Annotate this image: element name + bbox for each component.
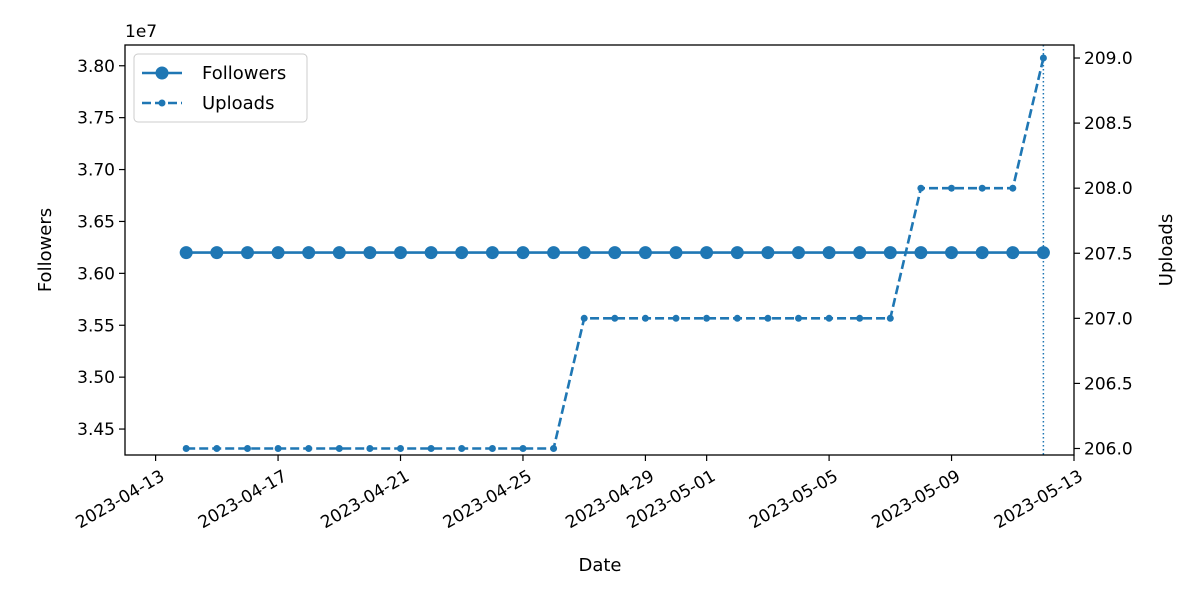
- series-uploads-point: [335, 445, 343, 452]
- series-uploads-point: [488, 445, 496, 452]
- series-uploads-point: [948, 184, 955, 192]
- series-uploads-point: [182, 445, 190, 452]
- series-uploads-point: [427, 445, 435, 452]
- series-uploads-point: [397, 445, 404, 452]
- series-uploads-point: [1039, 54, 1047, 62]
- series-followers-point: [1006, 246, 1020, 260]
- series-followers-point: [455, 246, 469, 260]
- series-uploads-line: [186, 57, 1045, 450]
- y-right-tick-label: 209.0: [1084, 49, 1133, 69]
- series-uploads-point: [366, 445, 374, 452]
- series-followers-point: [547, 246, 561, 260]
- y-right-tick-label: 207.5: [1084, 244, 1133, 264]
- series-followers-point: [975, 246, 989, 260]
- series-uploads-point: [825, 314, 833, 322]
- y-left-tick-label: 3.75: [77, 109, 115, 129]
- series-followers-point: [822, 246, 836, 260]
- y-right-tick-label: 208.5: [1084, 114, 1133, 134]
- series-uploads-point: [305, 445, 313, 452]
- series-followers-point: [792, 246, 805, 260]
- series-uploads-point: [672, 314, 680, 322]
- series-followers-point: [853, 246, 867, 260]
- series-followers-point: [945, 246, 958, 260]
- series-uploads-point: [703, 314, 711, 322]
- series-followers-point: [883, 246, 897, 260]
- series-followers-point: [241, 246, 254, 260]
- series-followers-point: [424, 246, 438, 260]
- series-followers-point: [669, 246, 683, 260]
- series-uploads-point: [764, 314, 772, 322]
- series-followers-point: [608, 246, 622, 260]
- y-left-tick-label: 3.60: [77, 264, 115, 284]
- series-followers-point: [332, 246, 346, 260]
- plot-frame: [124, 44, 1075, 456]
- series-uploads-point: [917, 184, 925, 192]
- series-uploads-point: [856, 314, 864, 322]
- series-followers-point: [485, 246, 499, 260]
- series-uploads-point: [611, 314, 619, 322]
- series-followers-point: [179, 246, 193, 260]
- y-left-tick-label: 3.50: [77, 368, 115, 388]
- y-left-tick-label: 3.65: [77, 212, 115, 232]
- series-uploads-point: [1009, 184, 1017, 192]
- series-followers-point: [271, 246, 285, 260]
- series-uploads-point: [550, 445, 558, 452]
- series-uploads-point: [519, 445, 527, 452]
- series-followers-point: [394, 246, 407, 260]
- x-axis-label: Date: [578, 555, 621, 576]
- legend-followers-label: Followers: [202, 63, 286, 84]
- y-right-axis-label: Uploads: [1156, 214, 1177, 286]
- series-uploads-point: [795, 314, 802, 322]
- series-uploads-point: [978, 184, 986, 192]
- series-uploads-point: [580, 314, 588, 322]
- series-followers-point: [516, 246, 530, 260]
- y-right-tick-label: 207.0: [1084, 309, 1133, 329]
- series-followers-point: [210, 246, 224, 260]
- legend-uploads-label: Uploads: [202, 93, 274, 114]
- y-left-offset-label: 1e7: [125, 22, 157, 42]
- series-uploads-point: [213, 445, 221, 452]
- series-uploads-point: [733, 314, 741, 322]
- series-followers-point: [761, 246, 775, 260]
- series-uploads-point: [886, 314, 894, 322]
- series-followers-point: [730, 246, 744, 260]
- legend-followers-marker: [155, 66, 169, 80]
- series-followers-point: [1036, 246, 1050, 260]
- series-uploads-point: [244, 445, 251, 452]
- series-uploads-point: [458, 445, 466, 452]
- series-followers-point: [577, 246, 591, 260]
- y-right-tick-label: 206.0: [1084, 439, 1133, 459]
- y-left-tick-label: 3.55: [77, 316, 115, 336]
- legend: Followers Uploads: [133, 53, 308, 123]
- series-followers-point: [914, 246, 928, 260]
- legend-uploads-marker: [158, 99, 166, 107]
- y-right-tick-label: 206.5: [1084, 374, 1133, 394]
- series-followers-point: [638, 246, 652, 260]
- series-followers-point: [700, 246, 714, 260]
- y-left-tick-label: 3.45: [77, 420, 115, 440]
- y-right-tick-label: 208.0: [1084, 179, 1133, 199]
- y-left-axis-label: Followers: [35, 208, 56, 292]
- series-followers-point: [363, 246, 377, 260]
- legend-box: [133, 53, 308, 123]
- series-uploads-point: [274, 445, 282, 452]
- series-uploads-point: [641, 314, 649, 322]
- y-left-tick-label: 3.80: [77, 57, 115, 77]
- chart-marks: [179, 45, 1050, 455]
- y-left-tick-label: 3.70: [77, 161, 115, 181]
- series-followers-point: [302, 246, 316, 260]
